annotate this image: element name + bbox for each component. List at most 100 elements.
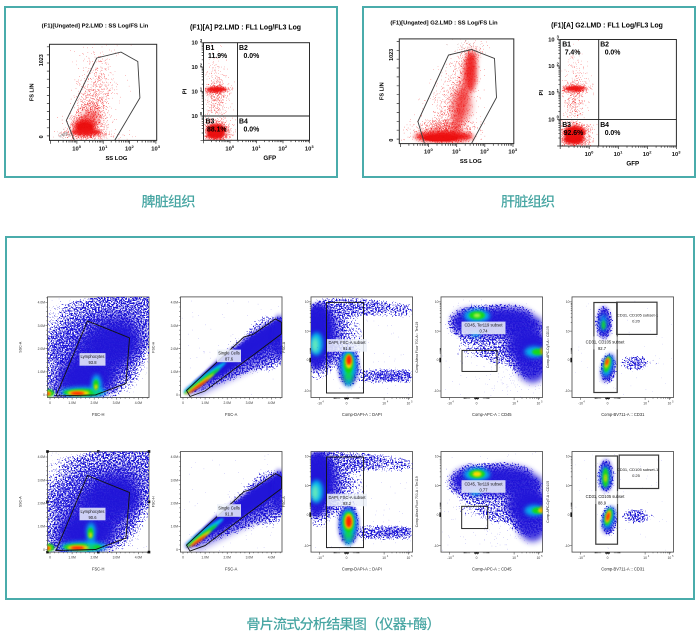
svg-text:SSC-A: SSC-A — [19, 341, 23, 353]
svg-text:CD45, Ter119 subset: CD45, Ter119 subset — [464, 481, 503, 486]
svg-text:10: 10 — [278, 146, 284, 152]
svg-text:11.9%: 11.9% — [208, 53, 227, 60]
svg-text:5: 5 — [541, 400, 543, 403]
svg-text:0: 0 — [200, 111, 203, 116]
svg-text:2.0M: 2.0M — [38, 502, 46, 506]
svg-text:88.9: 88.9 — [598, 501, 607, 506]
svg-text:Comp-BV711-A :: CD31: Comp-BV711-A :: CD31 — [601, 566, 645, 571]
svg-text:4: 4 — [517, 400, 519, 403]
svg-text:10: 10 — [512, 556, 516, 560]
svg-text:0: 0 — [43, 548, 45, 552]
svg-text:91.6: 91.6 — [343, 346, 352, 351]
svg-text:2: 2 — [200, 62, 203, 67]
svg-text:10: 10 — [252, 146, 258, 152]
svg-text:-10: -10 — [434, 389, 439, 393]
svg-text:2: 2 — [649, 150, 652, 155]
svg-text:10: 10 — [225, 146, 231, 152]
svg-text:Single Cells: Single Cells — [218, 351, 240, 356]
svg-text:0.0%: 0.0% — [605, 50, 621, 57]
svg-text:Comp-APC-Cy7-A :: CD105: Comp-APC-Cy7-A :: CD105 — [546, 481, 550, 523]
svg-text:B3: B3 — [562, 122, 571, 129]
svg-text:1.0M: 1.0M — [201, 556, 209, 560]
svg-text:-10: -10 — [304, 544, 309, 548]
svg-text:CD31, CD105 subset-1: CD31, CD105 subset-1 — [617, 467, 659, 472]
svg-text:10: 10 — [585, 152, 591, 158]
svg-text:DAPI, FSC-A subset: DAPI, FSC-A subset — [328, 340, 366, 345]
svg-text:1: 1 — [620, 150, 623, 155]
svg-text:2.0M: 2.0M — [91, 556, 99, 560]
svg-text:10: 10 — [566, 455, 570, 459]
svg-text:1.0M: 1.0M — [68, 401, 76, 405]
svg-text:2.0M: 2.0M — [91, 401, 99, 405]
svg-text:SS LOG: SS LOG — [460, 159, 482, 165]
svg-text:4: 4 — [517, 555, 519, 558]
svg-text:CD31, CD105 subset: CD31, CD105 subset — [586, 339, 626, 344]
svg-text:87.6: 87.6 — [225, 357, 234, 362]
svg-text:4.0M: 4.0M — [171, 455, 179, 459]
svg-text:10: 10 — [643, 402, 647, 406]
svg-text:3.0M: 3.0M — [113, 401, 121, 405]
svg-text:4: 4 — [648, 555, 650, 558]
svg-text:3.0M: 3.0M — [171, 324, 179, 328]
svg-text:10: 10 — [548, 38, 554, 44]
svg-text:-10: -10 — [578, 402, 583, 406]
svg-text:2: 2 — [557, 61, 560, 66]
svg-text:1: 1 — [200, 87, 203, 92]
svg-text:10: 10 — [508, 150, 514, 156]
svg-text:FSC-H: FSC-H — [92, 412, 105, 417]
svg-text:4: 4 — [583, 400, 585, 403]
svg-text:4: 4 — [322, 555, 324, 558]
svg-text:10: 10 — [566, 300, 570, 304]
svg-text:(F1)[A] P2.LMD : FL1 Log/FL3 L: (F1)[A] P2.LMD : FL1 Log/FL3 Log — [190, 25, 301, 32]
svg-text:10: 10 — [192, 90, 198, 96]
svg-text:0.74: 0.74 — [480, 329, 489, 334]
svg-text:0: 0 — [437, 358, 439, 362]
svg-text:2.0M: 2.0M — [38, 347, 46, 351]
svg-text:4.0M: 4.0M — [38, 455, 46, 459]
svg-text:0.77: 0.77 — [480, 487, 489, 492]
svg-text:2: 2 — [285, 144, 288, 149]
svg-text:3.0M: 3.0M — [246, 556, 254, 560]
svg-text:1: 1 — [258, 144, 261, 149]
svg-text:10: 10 — [382, 402, 386, 406]
svg-text:0: 0 — [476, 556, 478, 560]
svg-text:4: 4 — [387, 555, 389, 558]
svg-text:10: 10 — [672, 152, 678, 158]
svg-text:5: 5 — [672, 400, 674, 403]
svg-text:(F1)[Ungated] P2.LMD : SS Log/: (F1)[Ungated] P2.LMD : SS Log/FS Lin — [42, 24, 149, 30]
svg-text:1.0M: 1.0M — [68, 556, 76, 560]
svg-text:92.6%: 92.6% — [564, 130, 584, 137]
svg-text:B2: B2 — [600, 42, 609, 49]
svg-text:10: 10 — [614, 152, 620, 158]
svg-text:B4: B4 — [239, 118, 248, 125]
svg-text:3.0M: 3.0M — [38, 478, 46, 482]
svg-text:0: 0 — [476, 402, 478, 406]
svg-text:3: 3 — [678, 150, 681, 155]
svg-text:3: 3 — [311, 144, 314, 149]
svg-text:PI: PI — [183, 88, 189, 94]
svg-text:10: 10 — [407, 556, 411, 560]
svg-text:Comp-APC-Cy7-A :: CD105: Comp-APC-Cy7-A :: CD105 — [546, 326, 550, 368]
svg-text:10: 10 — [566, 484, 570, 488]
svg-text:88.1%: 88.1% — [207, 126, 227, 133]
svg-text:1: 1 — [459, 147, 462, 152]
svg-text:2.0M: 2.0M — [224, 401, 232, 405]
svg-text:10: 10 — [125, 146, 131, 152]
svg-text:CD45, Ter119 subset: CD45, Ter119 subset — [464, 323, 503, 328]
svg-text:4.0M: 4.0M — [268, 401, 276, 405]
svg-text:1.0M: 1.0M — [38, 370, 46, 374]
svg-text:Lymphocytes: Lymphocytes — [81, 354, 105, 359]
svg-text:10: 10 — [382, 556, 386, 560]
svg-text:2.0M: 2.0M — [171, 502, 179, 506]
svg-text:FSC-H: FSC-H — [152, 341, 156, 352]
svg-text:0: 0 — [182, 556, 184, 560]
svg-text:0: 0 — [568, 513, 570, 517]
svg-text:1.0M: 1.0M — [171, 370, 179, 374]
svg-text:4.0M: 4.0M — [135, 401, 143, 405]
svg-text:B1: B1 — [206, 45, 215, 52]
svg-text:10: 10 — [407, 402, 411, 406]
svg-text:3.0M: 3.0M — [113, 556, 121, 560]
svg-text:1.0M: 1.0M — [38, 525, 46, 529]
svg-text:-10: -10 — [434, 544, 439, 548]
svg-text:Comp-BV711-A :: CD31: Comp-BV711-A :: CD31 — [601, 412, 645, 417]
